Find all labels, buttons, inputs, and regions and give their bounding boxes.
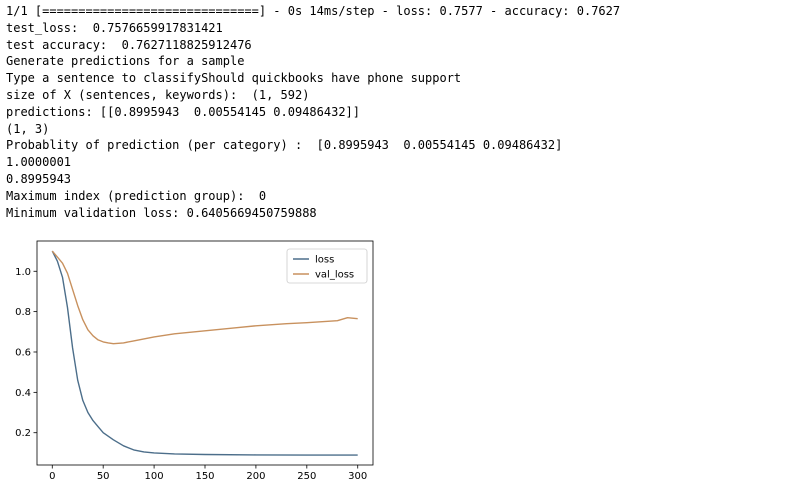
y-tick-label: 0.4 — [15, 388, 31, 399]
x-tick-label: 200 — [246, 471, 265, 482]
output-line: 1/1 [==============================] - 0… — [6, 4, 621, 18]
series-line-val-loss — [51, 250, 358, 345]
loss-plot-svg: 0 50 100 150 200 250 300 0.2 0.4 0.6 0.8 1.0 loss val… — [15, 240, 374, 482]
x-tick-label: 250 — [297, 471, 316, 482]
output-line: 0.8995943 — [6, 171, 72, 186]
loss-plot: 0 50 100 150 200 250 300 0.2 0.4 0.6 0.8 1.0 loss val… — [0, 236, 380, 487]
x-tick-label: 150 — [195, 471, 214, 482]
y-tick-label: 0.2 — [15, 428, 31, 439]
output-line: test_loss: 0.7576659917831421 — [6, 20, 223, 35]
output-line: 1.0000001 — [6, 155, 72, 170]
legend-label-loss: loss — [315, 255, 334, 266]
console-output: 1/1 [==============================] - 0… — [6, 3, 620, 221]
x-tick-label: 100 — [145, 471, 164, 482]
output-line: Type a sentence to classifyShould quickb… — [6, 71, 462, 86]
output-line: Maximum index (prediction group): 0 — [6, 188, 267, 203]
output-line: size of X (sentences, keywords): (1, 592… — [6, 87, 310, 102]
output-line: predictions: [[0.8995943 0.00554145 0.09… — [6, 104, 361, 119]
y-tick-label: 0.8 — [15, 307, 31, 318]
output-line: Minimum validation loss: 0.6405669450759… — [6, 205, 317, 220]
legend-label-val-loss: val_loss — [315, 270, 354, 281]
y-tick-label: 0.6 — [15, 347, 31, 358]
y-tick-label: 1.0 — [15, 267, 31, 278]
output-line: Generate predictions for a sample — [6, 54, 245, 69]
output-line: test accuracy: 0.7627118825912476 — [6, 37, 252, 52]
output-line: Probablity of prediction (per category) … — [6, 138, 563, 153]
x-tick-label: 50 — [97, 471, 110, 482]
series-line-loss — [51, 250, 358, 456]
x-tick-label: 0 — [49, 471, 55, 482]
x-tick-label: 300 — [348, 471, 367, 482]
output-line: (1, 3) — [6, 121, 50, 136]
